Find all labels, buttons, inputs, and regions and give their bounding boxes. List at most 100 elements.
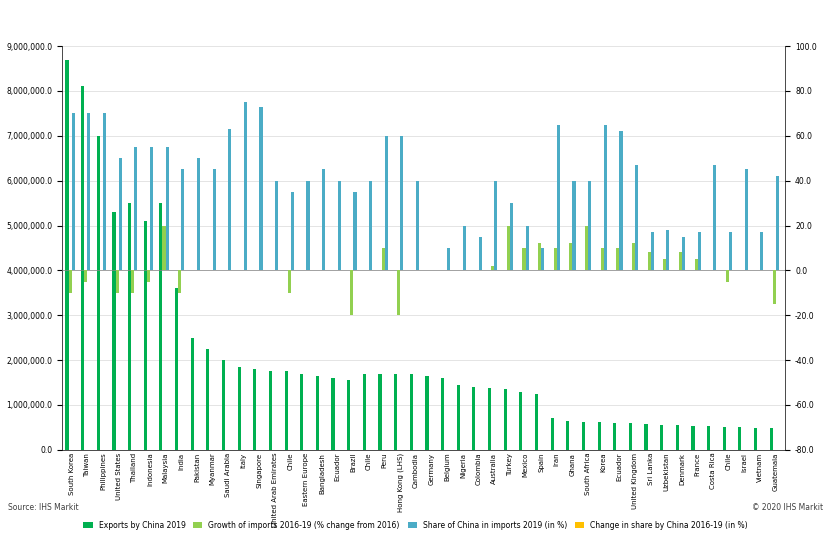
Bar bbox=[96, 136, 100, 450]
Bar bbox=[71, 113, 75, 270]
Bar bbox=[776, 176, 779, 270]
Bar bbox=[729, 233, 732, 270]
Bar bbox=[206, 349, 209, 450]
Bar bbox=[566, 421, 569, 450]
Bar bbox=[337, 180, 341, 270]
Bar bbox=[573, 180, 576, 270]
Bar bbox=[66, 60, 69, 450]
Bar bbox=[147, 270, 150, 282]
Bar bbox=[84, 270, 87, 282]
Bar bbox=[538, 243, 541, 270]
Bar bbox=[666, 230, 670, 270]
Bar bbox=[523, 248, 525, 270]
Bar bbox=[381, 248, 385, 270]
Bar bbox=[213, 170, 216, 270]
Bar bbox=[288, 270, 291, 293]
Bar bbox=[322, 170, 325, 270]
Bar bbox=[416, 180, 419, 270]
Bar bbox=[369, 180, 372, 270]
Bar bbox=[582, 422, 585, 450]
Bar bbox=[604, 125, 607, 270]
Bar bbox=[510, 203, 513, 270]
Bar bbox=[463, 225, 466, 270]
Bar bbox=[760, 233, 764, 270]
Bar bbox=[617, 248, 619, 270]
Bar bbox=[87, 113, 91, 270]
Bar bbox=[551, 418, 553, 450]
Bar bbox=[284, 371, 288, 450]
Bar bbox=[725, 270, 729, 282]
Bar bbox=[660, 425, 663, 450]
Bar bbox=[253, 369, 257, 450]
Bar bbox=[569, 243, 573, 270]
Bar bbox=[770, 428, 773, 450]
Bar bbox=[713, 165, 716, 270]
Bar bbox=[291, 192, 294, 270]
Bar bbox=[557, 125, 560, 270]
Bar bbox=[504, 389, 507, 450]
Bar bbox=[773, 270, 776, 304]
Bar bbox=[632, 243, 635, 270]
Bar bbox=[739, 428, 741, 450]
Bar bbox=[116, 270, 119, 293]
Bar bbox=[394, 373, 397, 450]
Bar bbox=[163, 225, 165, 270]
Bar bbox=[410, 373, 413, 450]
Bar bbox=[698, 233, 701, 270]
Bar bbox=[112, 212, 116, 450]
Bar bbox=[316, 376, 319, 450]
Bar bbox=[553, 248, 557, 270]
Bar bbox=[144, 221, 147, 450]
Bar bbox=[131, 270, 135, 293]
Bar bbox=[350, 270, 353, 315]
Bar bbox=[619, 131, 622, 270]
Bar bbox=[363, 373, 366, 450]
Bar bbox=[679, 253, 682, 270]
Bar bbox=[259, 107, 263, 270]
Text: Source: IHS Markit: Source: IHS Markit bbox=[8, 503, 79, 512]
Bar bbox=[519, 391, 523, 450]
Bar bbox=[663, 259, 666, 270]
Bar bbox=[243, 102, 247, 270]
Bar bbox=[457, 385, 460, 450]
Bar bbox=[507, 225, 510, 270]
Legend: Exports by China 2019, Growth of imports 2016-19 (% change from 2016), Share of : Exports by China 2019, Growth of imports… bbox=[81, 518, 750, 533]
Bar bbox=[525, 225, 529, 270]
Bar bbox=[347, 380, 350, 450]
Bar bbox=[629, 423, 632, 450]
Bar bbox=[300, 373, 303, 450]
Bar bbox=[745, 170, 748, 270]
Bar bbox=[676, 425, 679, 450]
Bar bbox=[160, 203, 163, 450]
Bar bbox=[69, 270, 71, 293]
Bar bbox=[601, 248, 604, 270]
Bar bbox=[425, 376, 429, 450]
Bar bbox=[275, 180, 278, 270]
Bar bbox=[385, 136, 388, 270]
Bar bbox=[707, 426, 711, 450]
Bar bbox=[269, 371, 272, 450]
Bar bbox=[128, 203, 131, 450]
Bar bbox=[229, 129, 231, 270]
Bar bbox=[378, 373, 381, 450]
Bar bbox=[332, 378, 335, 450]
Bar bbox=[175, 288, 178, 450]
Bar bbox=[447, 248, 450, 270]
Bar bbox=[181, 170, 184, 270]
Bar bbox=[588, 180, 591, 270]
Bar bbox=[491, 266, 494, 270]
Bar bbox=[597, 422, 601, 450]
Text: © 2020 IHS Markit: © 2020 IHS Markit bbox=[751, 503, 823, 512]
Bar bbox=[723, 427, 725, 450]
Bar bbox=[682, 237, 685, 270]
Bar bbox=[472, 387, 475, 450]
Bar bbox=[645, 424, 647, 450]
Bar bbox=[695, 259, 698, 270]
Bar bbox=[541, 248, 544, 270]
Bar bbox=[103, 113, 106, 270]
Bar bbox=[441, 378, 444, 450]
Bar bbox=[150, 147, 153, 270]
Bar bbox=[190, 338, 194, 450]
Bar bbox=[401, 136, 404, 270]
Bar bbox=[535, 394, 538, 450]
